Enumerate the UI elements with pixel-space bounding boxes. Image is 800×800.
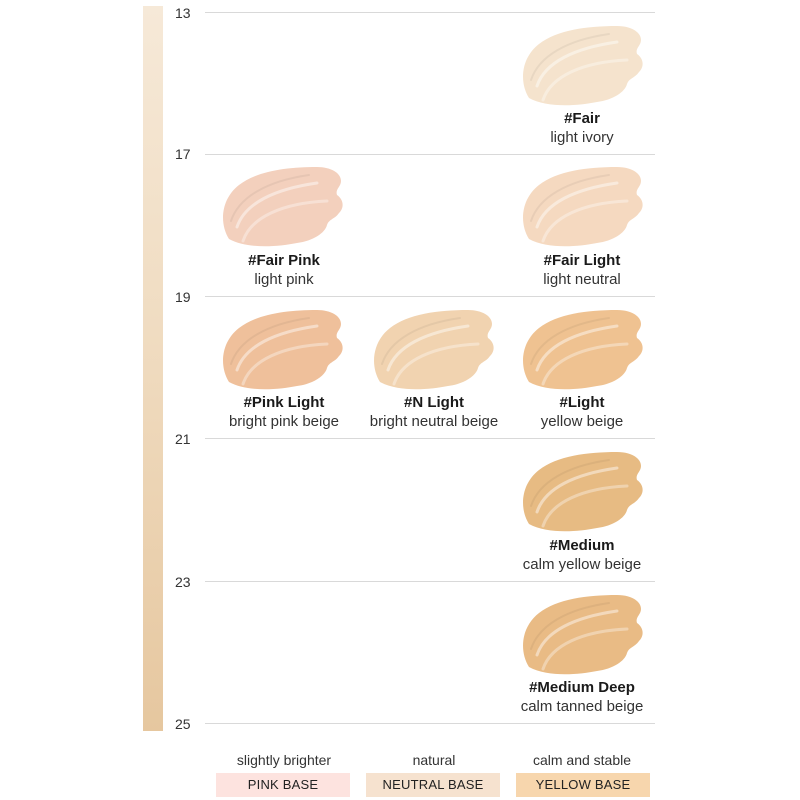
shade-description: light pink bbox=[254, 271, 314, 288]
swatch-fair bbox=[521, 24, 645, 107]
tick-label: 23 bbox=[175, 574, 191, 590]
shade-description: bright pink beige bbox=[228, 413, 340, 430]
neutral-base-badge: NEUTRAL BASE bbox=[366, 773, 500, 797]
swatch-fair-light bbox=[521, 165, 645, 248]
shade-name: #Fair bbox=[564, 110, 600, 127]
shade-name: #Fair Light bbox=[543, 252, 621, 269]
grid-line bbox=[205, 723, 655, 724]
swatch-light bbox=[521, 308, 645, 391]
grid-line bbox=[205, 296, 655, 297]
shade-description: light neutral bbox=[543, 271, 621, 288]
grid-line bbox=[205, 154, 655, 155]
shade-description: calm yellow beige bbox=[522, 556, 642, 573]
shade-name: #Pink Light bbox=[243, 394, 325, 411]
column-caption-pink: slightly brighter bbox=[236, 752, 332, 768]
column-caption-neutral: natural bbox=[412, 752, 456, 768]
grid-line bbox=[205, 438, 655, 439]
grid-line bbox=[205, 12, 655, 13]
tick-label: 13 bbox=[175, 5, 191, 21]
swatch-n-light bbox=[372, 308, 496, 391]
swatch-medium bbox=[521, 450, 645, 533]
shade-name: #Medium Deep bbox=[529, 679, 635, 696]
tick-label: 25 bbox=[175, 716, 191, 732]
shade-description: calm tanned beige bbox=[520, 698, 644, 715]
tick-label: 19 bbox=[175, 289, 191, 305]
shade-description: yellow beige bbox=[540, 413, 624, 430]
tick-label: 17 bbox=[175, 146, 191, 162]
pink-base-badge: PINK BASE bbox=[216, 773, 350, 797]
swatch-medium-deep bbox=[521, 593, 645, 676]
tone-scale-bar bbox=[143, 6, 163, 731]
swatch-pink-light bbox=[221, 308, 345, 391]
swatch-fair-pink bbox=[221, 165, 345, 248]
shade-name: #Medium bbox=[549, 537, 615, 554]
shade-name: #Fair Pink bbox=[248, 252, 320, 269]
shade-description: light ivory bbox=[550, 129, 614, 146]
shade-name: #N Light bbox=[404, 394, 464, 411]
column-caption-yellow: calm and stable bbox=[532, 752, 632, 768]
tick-label: 21 bbox=[175, 431, 191, 447]
grid-line bbox=[205, 581, 655, 582]
shade-name: #Light bbox=[559, 394, 605, 411]
yellow-base-badge: YELLOW BASE bbox=[516, 773, 650, 797]
shade-description: bright neutral beige bbox=[369, 413, 499, 430]
